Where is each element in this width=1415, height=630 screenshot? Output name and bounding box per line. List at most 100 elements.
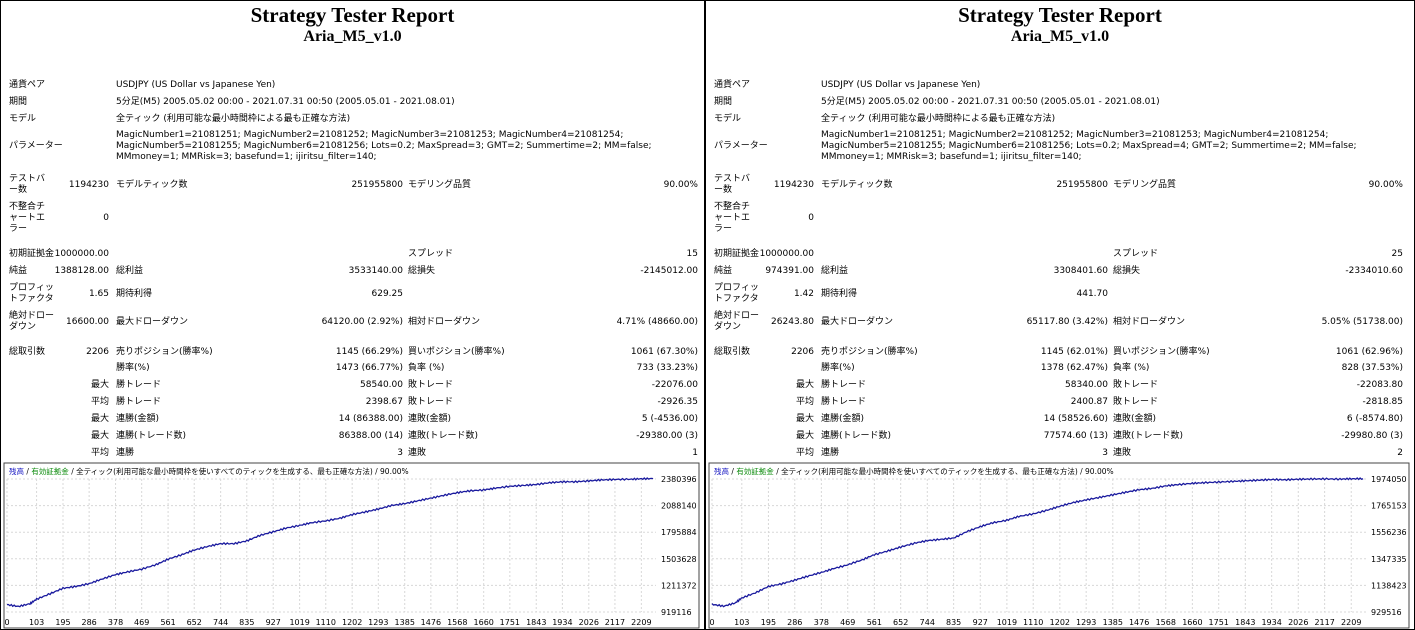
value-long-pos: 1061 (67.30%) xyxy=(630,347,698,357)
label-avg-1: 平均 xyxy=(90,397,109,407)
y-tick-label: 2380396 xyxy=(661,475,697,484)
label-gross-profit: 総利益 xyxy=(116,266,144,276)
y-tick-label: 1138423 xyxy=(1371,581,1407,590)
label-cons-wins-money: 連勝(金額) xyxy=(116,414,160,424)
y-tick-label: 1211372 xyxy=(661,581,697,590)
value-max-dd: 65117.80 (3.42%) xyxy=(1026,317,1108,327)
x-tick-label: 2117 xyxy=(605,618,625,627)
label-expected-payoff: 期待利得 xyxy=(821,289,858,299)
value-max-win: 58540.00 xyxy=(360,380,403,390)
x-tick-label: 103 xyxy=(29,618,44,627)
x-tick-label: 1934 xyxy=(552,618,572,627)
label-max-1: 最大 xyxy=(795,380,814,390)
value-cons-wins-count: 86388.00 (14) xyxy=(338,431,403,441)
label-cons-losses-count: 連敗(トレード数) xyxy=(408,431,479,441)
y-tick-label: 1503628 xyxy=(661,555,697,564)
value-gross-profit: 3308401.60 xyxy=(1053,266,1108,276)
label-model-ticks: モデルティック数 xyxy=(116,180,188,190)
value-gross-loss: -2145012.00 xyxy=(640,266,698,276)
label-max-2: 最大 xyxy=(90,414,109,424)
y-tick-label: 2088140 xyxy=(661,502,697,511)
value-cons-losses-count: -29980.80 (3) xyxy=(1341,431,1403,441)
x-tick-label: 469 xyxy=(840,618,855,627)
x-tick-label: 1476 xyxy=(421,618,441,627)
x-tick-label: 1202 xyxy=(1050,618,1070,627)
label-expected-payoff: 期待利得 xyxy=(116,289,153,299)
label-loss-rate: 負率 (%) xyxy=(1113,363,1150,373)
label-cons-wins: 連勝 xyxy=(116,448,135,458)
y-tick-label: 919116 xyxy=(661,608,692,617)
value-gross-profit: 3533140.00 xyxy=(348,266,403,276)
value-net-profit: 1388128.00 xyxy=(54,266,109,276)
label-cons-wins: 連勝 xyxy=(821,448,840,458)
label-long-pos: 買いポジション(勝率%) xyxy=(1113,347,1210,357)
value-params: MagicNumber1=21081251; MagicNumber2=2108… xyxy=(821,130,1357,162)
label-mismatch: 不整合チャートエラー xyxy=(9,202,46,234)
value-avg-cons-losses: 2 xyxy=(1397,448,1403,458)
report-subtitle: Aria_M5_v1.0 xyxy=(1010,28,1110,45)
value-avg-cons-wins: 3 xyxy=(397,448,403,458)
label-avg-2: 平均 xyxy=(795,448,814,458)
label-model-quality: モデリング品質 xyxy=(1113,180,1177,190)
label-cons-wins-count: 連勝(トレード数) xyxy=(821,431,892,441)
label-win-rate: 勝率(%) xyxy=(821,363,855,373)
value-avg-win: 2400.87 xyxy=(1070,397,1108,407)
label-loss-trade-max: 敗トレード xyxy=(408,380,454,390)
label-initial-deposit: 初期証拠金 xyxy=(9,249,55,259)
label-max-dd: 最大ドローダウン xyxy=(116,317,189,327)
label-cons-losses-money: 連敗(金額) xyxy=(408,414,452,424)
x-tick-label: 1568 xyxy=(1156,618,1176,627)
value-profit-factor: 1.65 xyxy=(88,289,109,299)
x-tick-label: 1385 xyxy=(1103,618,1123,627)
label-total-trades: 総取引数 xyxy=(714,347,751,357)
label-profit-factor: プロフィットファクタ xyxy=(9,283,54,304)
label-avg-2: 平均 xyxy=(90,448,109,458)
legend-balance: 残高 xyxy=(9,467,24,476)
label-bars: テストバー数 xyxy=(714,174,751,195)
label-win-trade-max: 勝トレード xyxy=(821,380,867,390)
label-period: 期間 xyxy=(9,97,28,107)
x-tick-label: 286 xyxy=(81,618,96,627)
value-spread: 25 xyxy=(1391,249,1403,259)
x-tick-label: 1751 xyxy=(1209,618,1229,627)
x-tick-label: 2209 xyxy=(1341,618,1361,627)
chart-legend: 残高 / 有効証拠金 / 全ティック(利用可能な最小時間枠を使いすべてのティック… xyxy=(714,467,1114,476)
x-tick-label: 835 xyxy=(946,618,961,627)
label-params: パラメーター xyxy=(9,141,63,151)
report-title: Strategy Tester Report xyxy=(250,3,455,27)
value-pair: USDJPY (US Dollar vs Japanese Yen) xyxy=(116,80,276,90)
value-total-trades: 2206 xyxy=(791,347,814,357)
x-tick-label: 0 xyxy=(4,618,9,627)
x-tick-label: 1751 xyxy=(500,618,520,627)
label-model-ticks: モデルティック数 xyxy=(821,180,893,190)
x-tick-label: 1934 xyxy=(1261,618,1281,627)
value-cons-wins-money: 14 (58526.60) xyxy=(1043,414,1108,424)
value-expected-payoff: 441.70 xyxy=(1076,289,1109,299)
label-cons-losses-money: 連敗(金額) xyxy=(1113,414,1157,424)
x-tick-label: 1476 xyxy=(1129,618,1149,627)
value-win-rate: 1378 (62.47%) xyxy=(1040,363,1108,373)
label-spread: スプレッド xyxy=(408,249,454,259)
label-net-profit: 純益 xyxy=(714,266,733,276)
label-mismatch: 不整合チャートエラー xyxy=(714,202,751,234)
legend-rest: / 全ティック(利用可能な最小時間枠を使いすべてのティックを生成する、最も正確な… xyxy=(71,467,409,476)
value-cons-losses-money: 5 (-4536.00) xyxy=(641,414,698,424)
label-gross-loss: 総損失 xyxy=(408,266,436,276)
label-gross-loss: 総損失 xyxy=(1113,266,1141,276)
label-cons-losses-count: 連敗(トレード数) xyxy=(1113,431,1184,441)
legend-equity: 有効証拠金 xyxy=(736,467,774,476)
label-model: モデル xyxy=(714,114,742,124)
label-total-trades: 総取引数 xyxy=(9,347,46,357)
value-long-pos: 1061 (62.96%) xyxy=(1335,347,1403,357)
report-title: Strategy Tester Report xyxy=(958,3,1162,27)
x-tick-label: 652 xyxy=(893,618,908,627)
label-cons-wins-money: 連勝(金額) xyxy=(821,414,865,424)
value-short-pos: 1145 (66.29%) xyxy=(335,347,403,357)
value-max-win: 58340.00 xyxy=(1065,380,1108,390)
value-loss-rate: 828 (37.53%) xyxy=(1341,363,1403,373)
x-tick-label: 2026 xyxy=(1288,618,1308,627)
x-tick-label: 1293 xyxy=(1076,618,1096,627)
x-tick-label: 2026 xyxy=(579,618,599,627)
x-tick-label: 1568 xyxy=(447,618,467,627)
label-win-trade-avg: 勝トレード xyxy=(116,397,162,407)
